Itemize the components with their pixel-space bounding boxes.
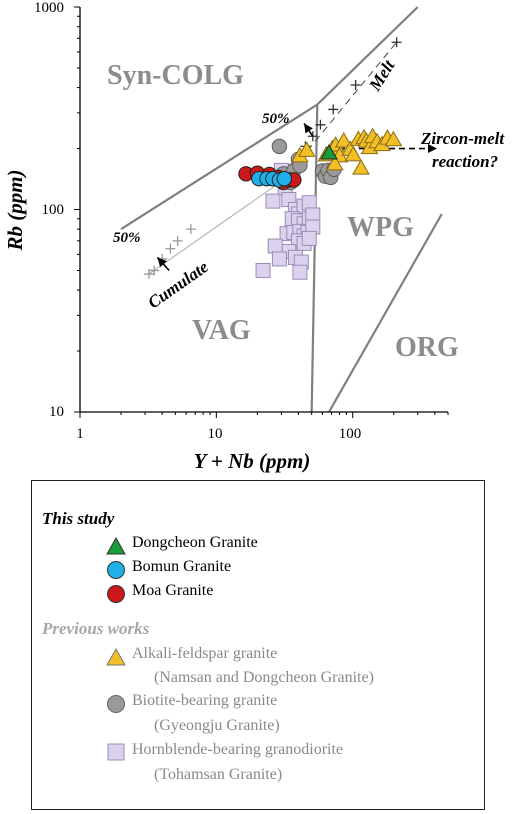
point-hornblende-bearing-granodiorite [265,193,281,209]
legend-marker-alkali-feldspar [106,648,126,666]
point-alkali-feldspar-granite [352,159,370,175]
y-axis-label: Rb (ppm) [3,169,27,251]
legend-this-study-title: This study [42,509,115,528]
reaction-label-line2: reaction? [432,152,498,171]
point-alkali-feldspar-granite [297,141,316,157]
cumulate-trend-line [148,173,293,275]
point-alkali-feldspar-granite [334,131,353,148]
point-hornblende-bearing-granodiorite [301,230,317,246]
melt-percent-label: 50% [262,111,290,127]
melt-50-arrow-head [304,123,313,134]
legend-marker-moa [107,585,125,603]
y-tick-label: 100 [42,202,65,218]
legend: This study Dongcheon Granite Bomun Grani… [31,480,485,810]
legend-sub-hornblende: (Tohamsan Granite) [154,766,283,783]
cumulate-percent-label: 50% [113,230,141,246]
melt-trend-marker [350,79,361,90]
legend-label-biotite: Biotite-bearing granite [132,692,278,709]
melt-50-arrow [303,123,314,137]
cumulate-trend-marker [172,235,183,246]
point-dongcheon-granite [320,144,338,160]
cumulate-trend-marker [143,269,154,280]
point-biotite-bearing-granite [271,138,288,155]
cumulate-50-arrow-head [157,257,167,268]
axes [74,6,449,418]
legend-sub-alkali-feldspar: (Namsan and Dongcheon Granite) [154,669,374,686]
legend-marker-hornblende [107,743,125,761]
point-alkali-feldspar-granite [344,145,363,162]
legend-label-alkali-feldspar: Alkali-feldspar granite [132,645,278,662]
reaction-label-line1: Zircon-melt [420,129,505,148]
x-tick-label: 100 [339,426,362,442]
melt-trend-marker [328,104,339,115]
region-label-syn-colg: Syn-COLG [107,60,244,91]
point-hornblende-bearing-granodiorite [267,238,283,254]
discrimination-diagram: Syn-COLG WPG VAG ORG Melt Cumulate 50% 5… [3,0,505,473]
point-hornblende-bearing-granodiorite [271,251,287,267]
region-label-wpg: WPG [347,212,414,243]
cumulate-trend-marker [185,224,196,235]
legend-previous-title: Previous works [42,619,150,638]
point-hornblende-bearing-granodiorite [255,262,271,278]
x-tick-label: 1 [76,426,84,442]
point-alkali-feldspar-granite [384,130,403,147]
melt-label: Melt [365,56,399,95]
x-axis-label: Y + Nb (ppm) [194,449,311,473]
legend-sub-biotite: (Gyeongju Granite) [154,717,280,734]
region-label-org: ORG [395,332,459,363]
legend-marker-biotite [107,695,125,713]
y-tick-label: 1000 [34,0,64,16]
boundary-wpg-vag-vertical [310,104,319,413]
point-alkali-feldspar-granite [326,154,344,171]
cumulate-label: Cumulate [144,257,212,312]
cumulate-50-arrow [156,256,170,271]
legend-label-moa: Moa Granite [132,582,214,599]
cumulate-trend-marker [149,265,160,276]
melt-trend-marker [391,37,402,48]
y-tick-label: 10 [49,404,64,420]
point-bomun-granite [276,170,292,187]
legend-label-bomun: Bomun Granite [132,558,232,575]
legend-label-hornblende: Hornblende-bearing granodiorite [132,741,344,758]
cumulate-trend-marker [165,243,176,254]
legend-marker-dongcheon [106,537,126,555]
point-hornblende-bearing-granodiorite [292,264,308,280]
region-boundaries [120,6,443,413]
melt-trend-marker [315,119,326,130]
boundary-org-wpg [328,213,443,413]
data-points [238,127,403,280]
region-label-vag: VAG [192,315,251,346]
zircon-melt-arrow-head [427,144,437,154]
legend-label-dongcheon: Dongcheon Granite [132,534,258,551]
x-tick-label: 10 [208,426,223,442]
legend-marker-bomun [107,561,125,579]
